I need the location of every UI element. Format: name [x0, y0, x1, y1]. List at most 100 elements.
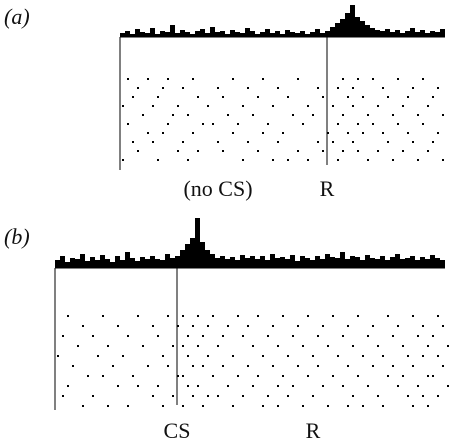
spike — [302, 123, 304, 125]
histogram-bar — [135, 261, 140, 268]
spike — [427, 105, 429, 107]
spike — [352, 87, 354, 89]
spike — [262, 355, 264, 357]
histogram-bar — [350, 256, 355, 268]
spike — [377, 395, 379, 397]
spike — [212, 123, 214, 125]
histogram-bar — [345, 259, 350, 268]
spike — [207, 355, 209, 357]
spike — [407, 132, 409, 134]
spike — [162, 132, 164, 134]
histogram-bar — [180, 30, 185, 37]
spike — [157, 335, 159, 337]
spike — [77, 345, 79, 347]
spike — [297, 365, 299, 367]
histogram-bar — [315, 256, 320, 268]
spike — [177, 150, 179, 152]
spike — [342, 78, 344, 80]
spike — [92, 335, 94, 337]
histogram-bar — [435, 32, 440, 37]
histogram-bar — [140, 257, 145, 268]
spike — [257, 315, 259, 317]
spike — [152, 395, 154, 397]
spike — [187, 385, 189, 387]
spike — [112, 365, 114, 367]
spike — [402, 345, 404, 347]
spike — [247, 365, 249, 367]
spike — [437, 87, 439, 89]
histogram-bar — [310, 260, 315, 268]
histogram-bar — [60, 256, 65, 268]
spike — [397, 78, 399, 80]
histogram-bar — [220, 31, 225, 37]
histogram-bar — [170, 25, 175, 37]
spike — [177, 375, 179, 377]
histogram-bar — [145, 33, 150, 37]
spike — [352, 141, 354, 143]
spike — [447, 345, 449, 347]
spike — [317, 365, 319, 367]
histogram-bar — [95, 260, 100, 268]
spike — [262, 132, 264, 134]
spike — [242, 159, 244, 161]
spike — [117, 385, 119, 387]
spike — [372, 365, 374, 367]
histogram-bar — [165, 254, 170, 268]
spike — [342, 335, 344, 337]
spike — [317, 87, 319, 89]
spike — [442, 114, 444, 116]
spike — [307, 159, 309, 161]
spike — [192, 78, 194, 80]
spike — [247, 87, 249, 89]
spike — [322, 385, 324, 387]
spike — [137, 315, 139, 317]
histogram-bar — [230, 257, 235, 268]
spike — [227, 325, 229, 327]
histogram-bar — [235, 260, 240, 268]
spike — [297, 78, 299, 80]
spike — [267, 123, 269, 125]
histogram-bar — [330, 257, 335, 268]
spike — [427, 150, 429, 152]
histogram-bar — [255, 259, 260, 268]
spike — [252, 345, 254, 347]
spike — [272, 159, 274, 161]
spike — [217, 345, 219, 347]
spike — [257, 96, 259, 98]
histogram-bar — [235, 32, 240, 37]
histogram-bar — [315, 29, 320, 37]
spike — [197, 345, 199, 347]
spike — [212, 315, 214, 317]
histogram-bar — [380, 31, 385, 37]
histogram-bar — [260, 256, 265, 268]
spike — [437, 395, 439, 397]
histogram-bar — [225, 259, 230, 268]
histogram-bar — [305, 34, 310, 37]
spike — [122, 159, 124, 161]
spike — [272, 365, 274, 367]
histogram-bar — [350, 5, 355, 37]
histogram-bar — [425, 33, 430, 37]
spike — [72, 365, 74, 367]
spike — [242, 105, 244, 107]
spike — [387, 141, 389, 143]
histogram-bar — [290, 32, 295, 37]
spike — [347, 96, 349, 98]
histogram-bar — [105, 259, 110, 268]
histogram-bar — [320, 259, 325, 268]
histogram-bar — [155, 34, 160, 37]
spike — [242, 335, 244, 337]
histogram-bar — [415, 32, 420, 37]
spike — [107, 345, 109, 347]
spike — [197, 96, 199, 98]
spike — [337, 355, 339, 357]
spike — [87, 375, 89, 377]
spike — [137, 385, 139, 387]
spike — [57, 355, 59, 357]
spike — [422, 325, 424, 327]
spike — [202, 365, 204, 367]
spike — [277, 87, 279, 89]
spike — [157, 96, 159, 98]
spike — [187, 159, 189, 161]
